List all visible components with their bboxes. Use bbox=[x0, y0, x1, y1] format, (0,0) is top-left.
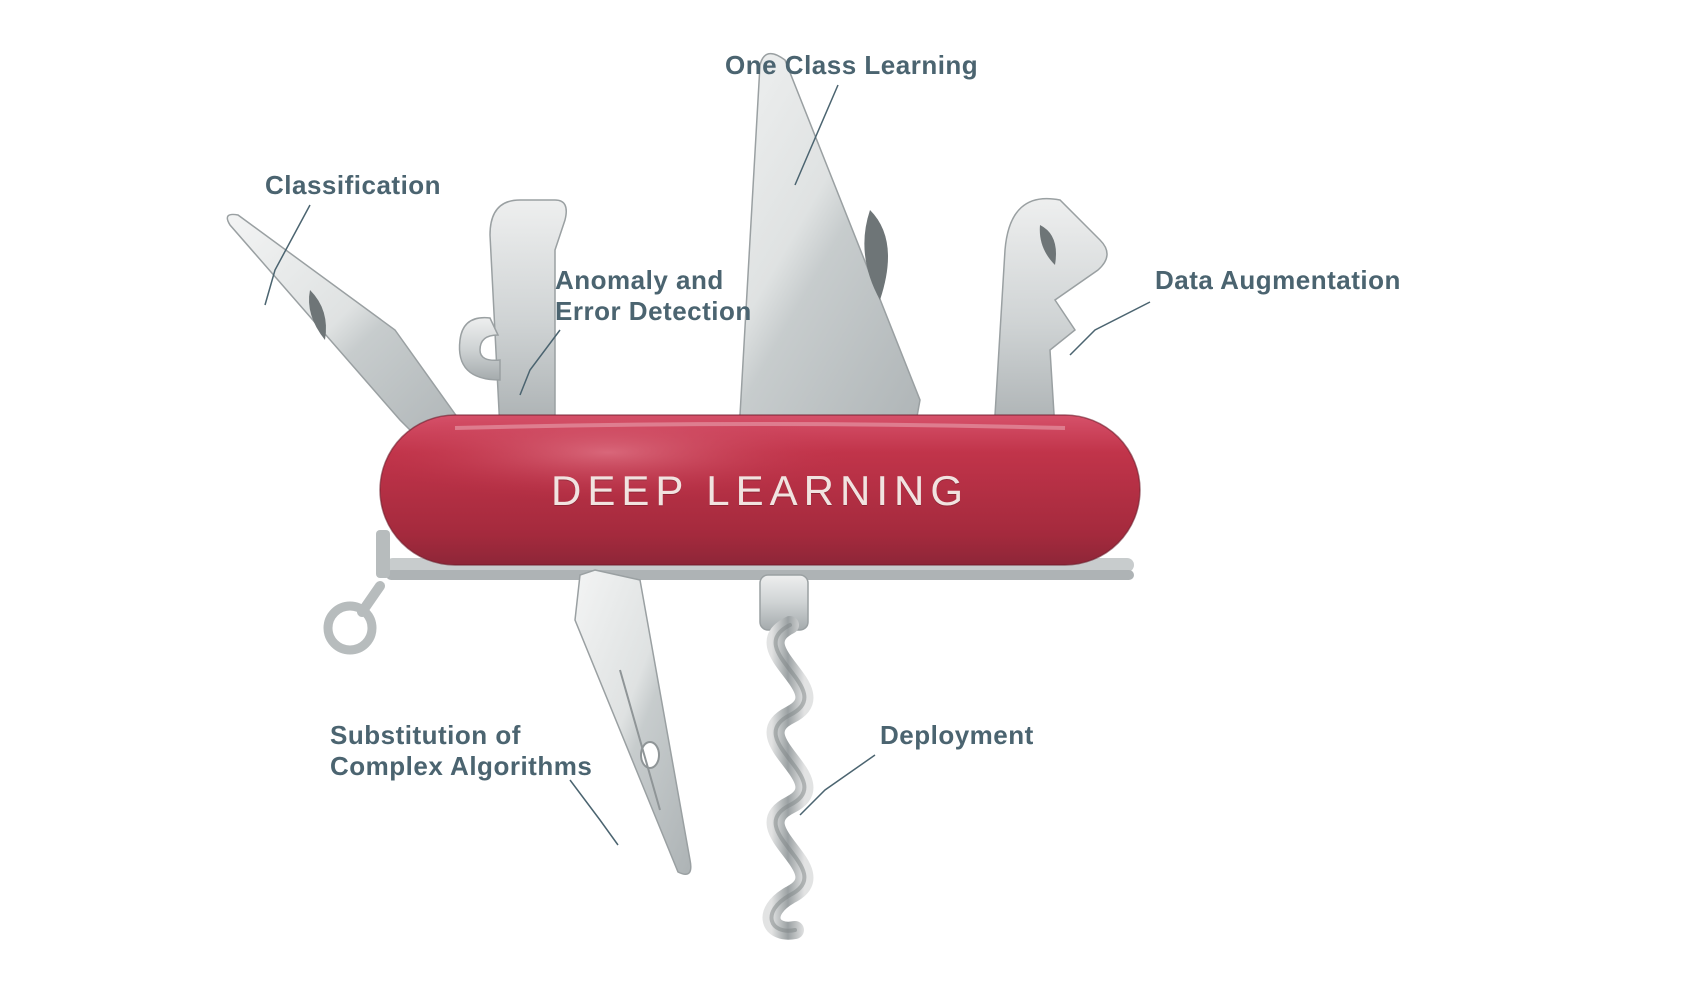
leader-augmentation bbox=[1070, 302, 1150, 355]
can-opener bbox=[995, 199, 1107, 450]
label-augmentation: Data Augmentation bbox=[1155, 265, 1401, 296]
label-one-class: One Class Learning bbox=[725, 50, 978, 81]
key-ring bbox=[328, 530, 390, 650]
label-deployment: Deployment bbox=[880, 720, 1034, 751]
knife-handle: DEEP LEARNING bbox=[380, 415, 1140, 565]
blade-small-left bbox=[227, 214, 470, 450]
label-substitution: Substitution of Complex Algorithms bbox=[330, 720, 592, 782]
awl bbox=[575, 570, 691, 874]
blade-large bbox=[690, 54, 920, 455]
handle-label: DEEP LEARNING bbox=[551, 467, 969, 514]
infographic-stage: DEEP LEARNING Classification Anomaly and… bbox=[0, 0, 1700, 1000]
corkscrew bbox=[760, 575, 808, 931]
label-anomaly: Anomaly and Error Detection bbox=[555, 265, 752, 327]
leader-substitution bbox=[570, 780, 618, 845]
knife-figure: DEEP LEARNING bbox=[0, 0, 1700, 1000]
label-classification: Classification bbox=[265, 170, 441, 201]
bottle-opener bbox=[460, 200, 567, 445]
